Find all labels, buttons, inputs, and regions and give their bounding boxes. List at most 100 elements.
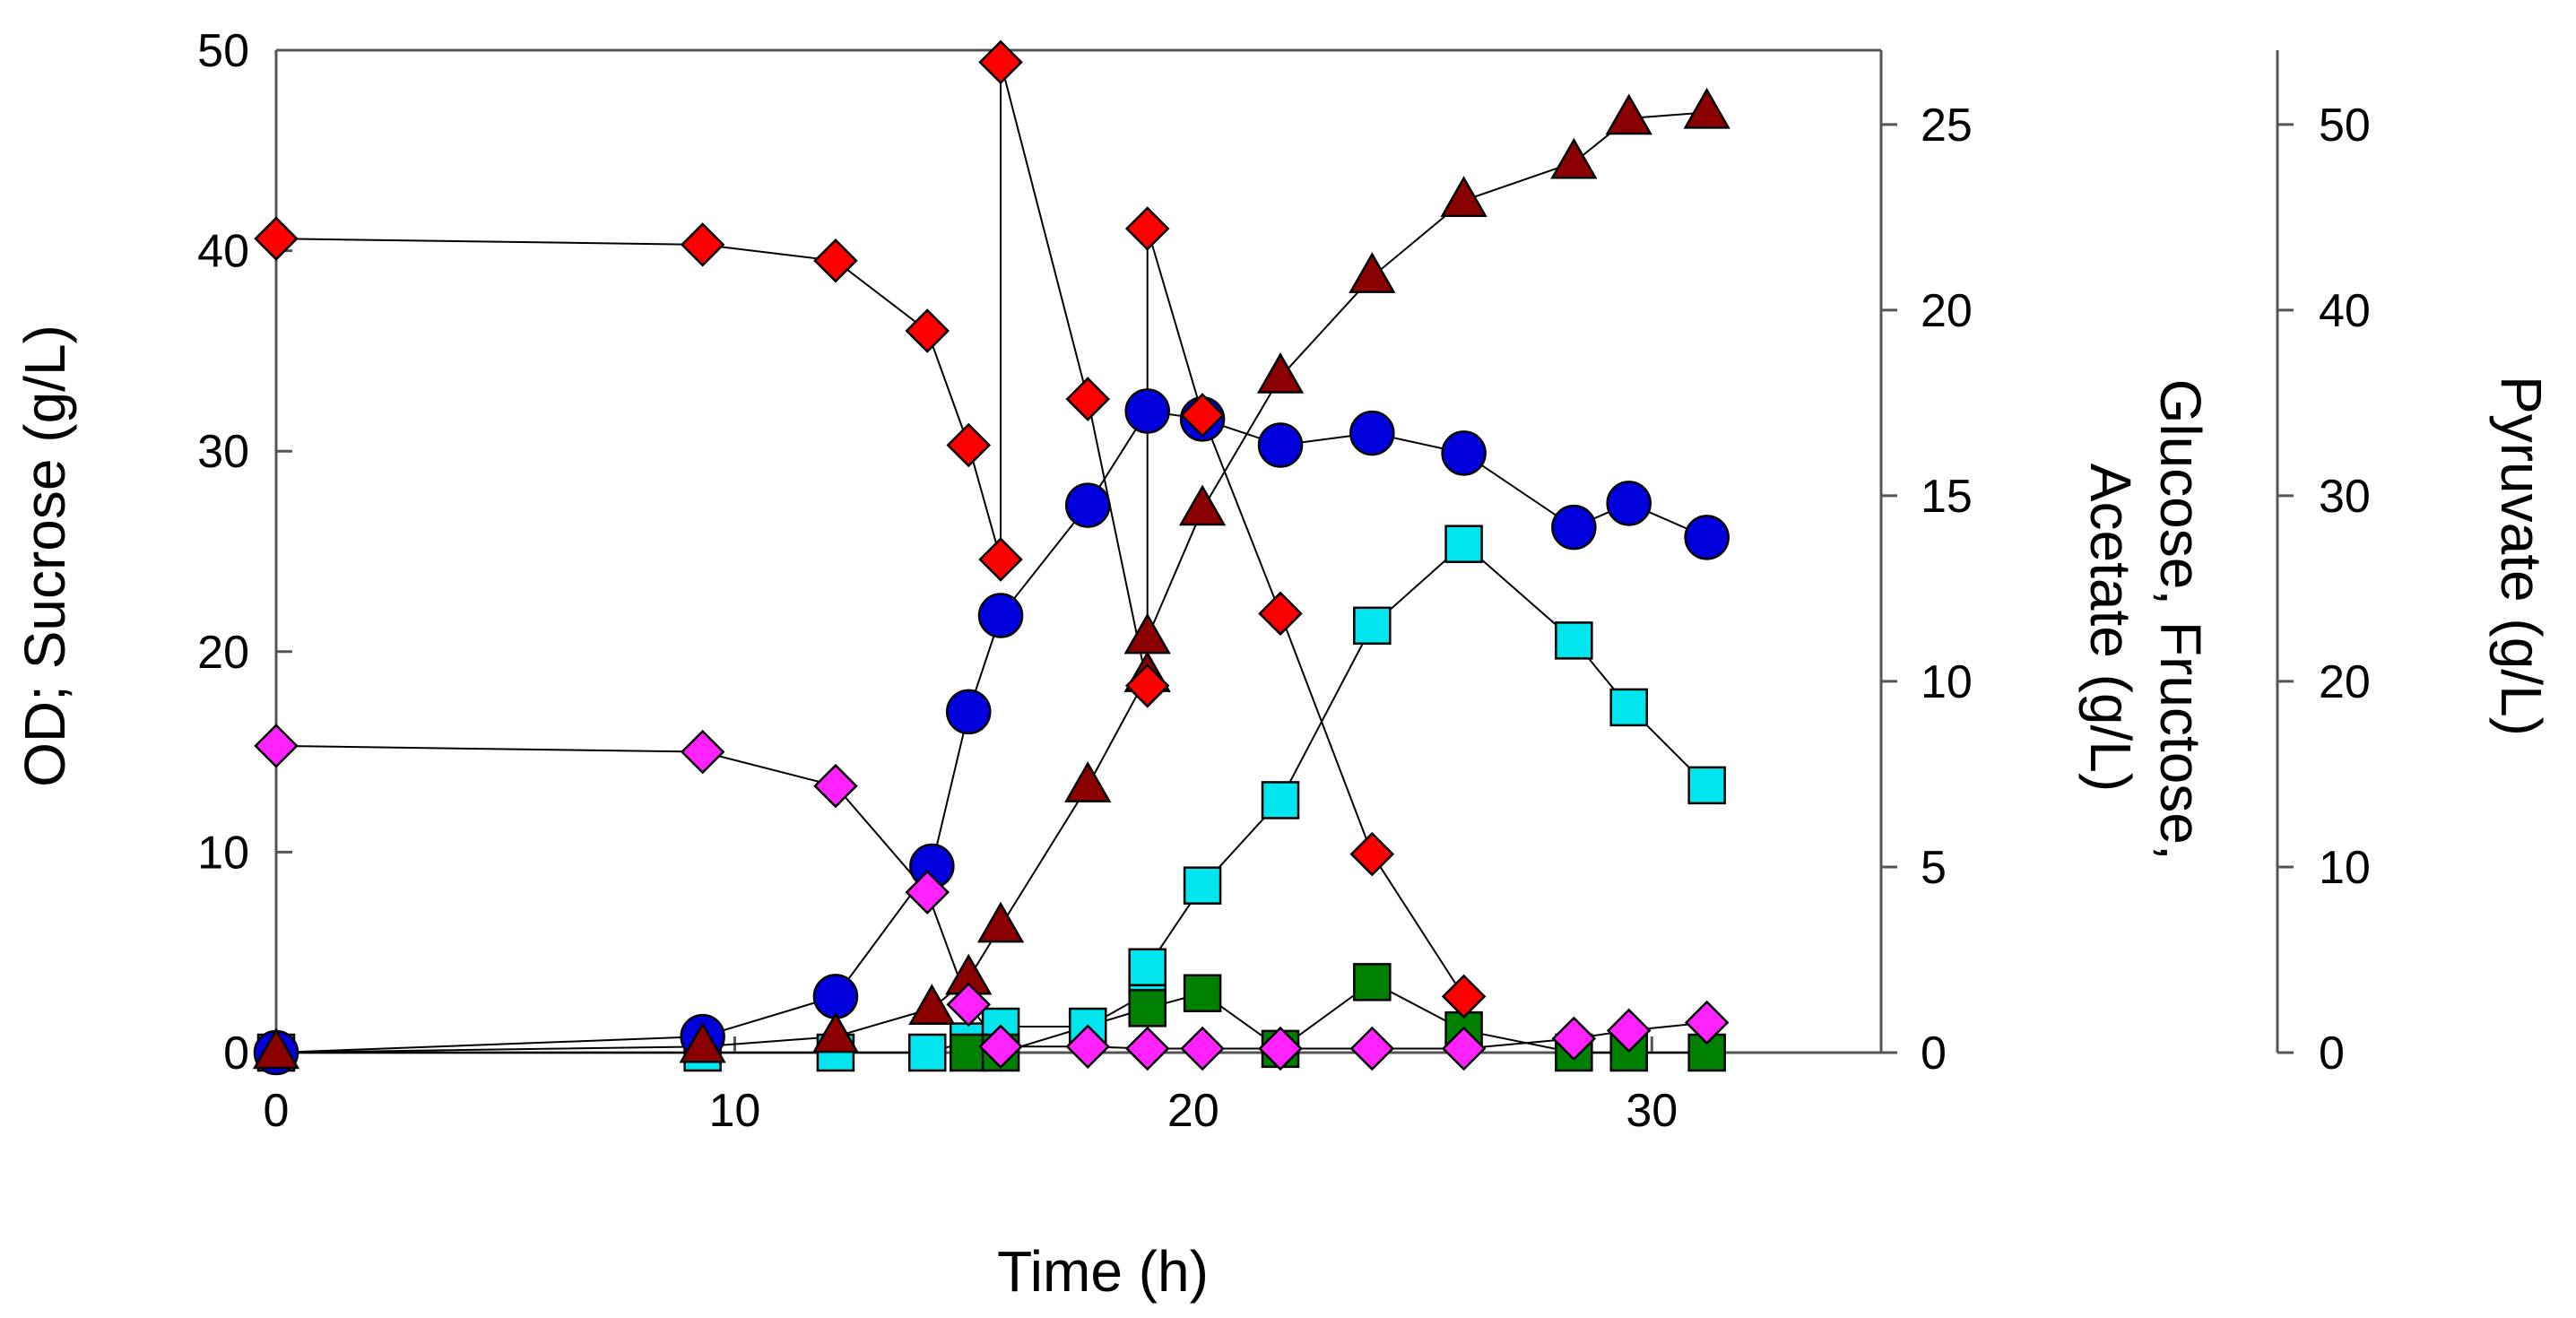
y-right1-tick-label: 25 [1921, 100, 1973, 152]
data-point-diamond [1551, 1016, 1597, 1062]
data-point-square [1353, 606, 1392, 646]
y-left-tick-label: 10 [197, 827, 249, 879]
y-left-tick-label: 30 [197, 426, 249, 478]
data-point-square [1555, 621, 1593, 660]
data-point-square [1128, 989, 1167, 1028]
data-point-square [1128, 948, 1167, 987]
y-right1-axis-title: Glucose, Fructose, Acetate (g/L) [2078, 379, 2213, 877]
series-line-diamond [275, 62, 1465, 997]
y-right1-tick-label: 20 [1921, 285, 1973, 337]
y-right2-tick-label: 20 [2319, 656, 2371, 708]
data-point-diamond [1180, 1026, 1225, 1071]
data-point-circle [1441, 430, 1487, 476]
data-point-diamond [978, 39, 1023, 85]
data-point-circle [1064, 482, 1111, 528]
data-point-diamond [254, 724, 299, 768]
data-point-circle [946, 689, 992, 735]
data-point-circle [977, 593, 1024, 638]
x-tick-label: 20 [1167, 1085, 1219, 1137]
axes: 0 10 20 30 0 10 20 30 40 50 0 5 10 15 20 25 0 10 20 30 40 50 [197, 25, 2371, 1137]
data-point-diamond [1606, 1008, 1652, 1054]
data-point-circle [1124, 388, 1170, 434]
data-point-diamond [680, 222, 725, 267]
data-point-triangle [1064, 761, 1112, 802]
data-point-diamond [946, 422, 992, 468]
data-point-diamond [978, 537, 1023, 582]
data-point-triangle [1550, 137, 1598, 179]
data-point-square [907, 1033, 947, 1072]
data-point-square [950, 1033, 988, 1072]
y-right1-tick-label: 5 [1921, 842, 1947, 894]
data-point-diamond [1258, 591, 1303, 637]
data-point-triangle [1349, 252, 1396, 293]
data-point-square [1353, 963, 1392, 1002]
data-point-diamond [254, 216, 299, 261]
data-point-triangle [1605, 93, 1652, 135]
y-right2-tick-label: 10 [2319, 842, 2371, 894]
data-point-diamond [1684, 1000, 1730, 1045]
y-left-tick-label: 20 [197, 627, 249, 679]
data-point-diamond [1258, 1026, 1303, 1071]
y-right1-tick-label: 10 [1921, 656, 1973, 708]
data-point-circle [1551, 504, 1597, 551]
data-point-triangle [811, 1011, 860, 1054]
data-point-square [1609, 688, 1648, 727]
y-right2-tick-label: 0 [2319, 1028, 2345, 1080]
y-right2-axis-title: Pyruvate (g/L) [2489, 376, 2554, 736]
y-left-tick-label: 40 [197, 226, 249, 278]
y-left-tick-label: 50 [197, 25, 249, 77]
series-markers [252, 39, 1730, 1076]
data-point-diamond [1441, 1026, 1487, 1071]
y-right1-tick-label: 0 [1921, 1028, 1947, 1080]
data-point-diamond [813, 763, 858, 809]
data-point-triangle [1683, 87, 1730, 129]
x-axis-title: Time (h) [997, 1239, 1209, 1304]
x-tick-label: 30 [1626, 1085, 1678, 1137]
data-point-triangle [679, 1021, 726, 1063]
x-tick-label: 10 [709, 1085, 761, 1137]
data-point-triangle [976, 901, 1025, 943]
data-point-diamond [1180, 393, 1225, 438]
y-right1-tick-label: 15 [1921, 471, 1973, 523]
data-point-diamond [905, 870, 950, 915]
data-point-diamond [1349, 1026, 1395, 1071]
series-line-diamond [275, 744, 1707, 1050]
y-right1-axis-title-line1: Glucose, Fructose, [2148, 379, 2213, 861]
data-point-circle [1606, 481, 1652, 526]
data-point-diamond [1124, 206, 1170, 251]
y-right2-tick-label: 30 [2319, 471, 2371, 523]
data-point-triangle [1123, 612, 1171, 655]
y-right1-axis-title-line2: Acetate (g/L) [2078, 464, 2143, 792]
x-tick-label: 0 [264, 1085, 290, 1137]
data-point-square [1183, 866, 1222, 905]
data-point-diamond [1441, 974, 1487, 1019]
data-point-square [1183, 974, 1222, 1012]
y-left-tick-label: 0 [223, 1028, 249, 1080]
data-point-circle [1257, 422, 1304, 468]
data-point-square [1444, 525, 1483, 563]
data-point-diamond [1349, 831, 1395, 877]
data-point-square [1687, 766, 1726, 805]
data-point-diamond [1124, 663, 1170, 708]
data-point-diamond [1065, 1024, 1110, 1070]
data-point-triangle [1178, 484, 1227, 526]
data-point-circle [812, 974, 859, 1019]
y-right2-tick-label: 50 [2319, 100, 2371, 152]
data-point-triangle [908, 984, 956, 1026]
data-point-circle [1684, 515, 1730, 560]
data-point-diamond [1065, 377, 1110, 421]
data-point-diamond [978, 1024, 1023, 1070]
series-line-circle [275, 410, 1708, 1054]
data-point-diamond [680, 729, 725, 775]
data-point-square [1261, 781, 1300, 819]
data-point-circle [1349, 410, 1395, 456]
data-point-diamond [813, 238, 858, 283]
data-point-diamond [1124, 1026, 1170, 1071]
y-left-axis-title: OD; Sucrose (g/L) [13, 325, 77, 787]
data-point-triangle [1440, 176, 1487, 217]
data-point-triangle [252, 1028, 300, 1070]
data-point-diamond [905, 308, 950, 353]
series-line-triangle [275, 111, 1707, 1054]
data-point-triangle [1256, 351, 1305, 394]
